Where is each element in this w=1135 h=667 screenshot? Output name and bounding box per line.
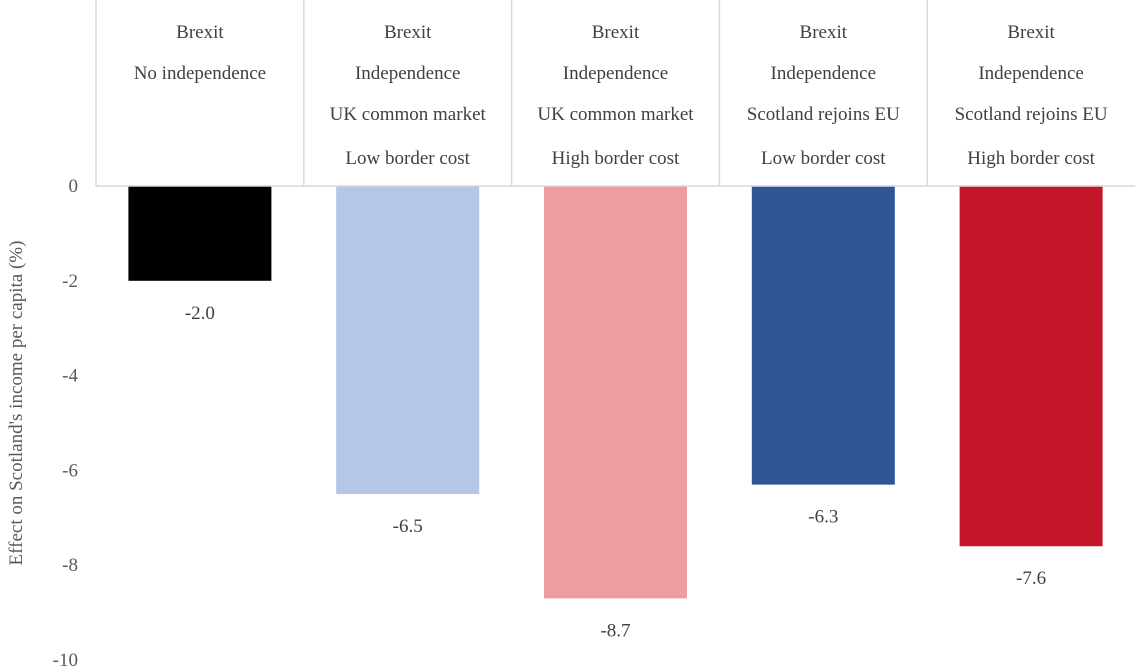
category-label-line: UK common market — [537, 104, 694, 125]
y-tick-label: -10 — [53, 650, 78, 667]
category-labels: Brexit No independence Brexit Independence U… — [134, 22, 1108, 169]
bar — [959, 186, 1103, 547]
category-label-line: Independence — [355, 63, 461, 84]
category-label-line: Brexit — [1007, 22, 1055, 43]
bar — [128, 186, 272, 281]
category-label-line: Scotland rejoins EU — [747, 104, 900, 125]
category-label-line: Brexit — [800, 22, 848, 43]
category-label-line: Independence — [771, 63, 877, 84]
category-label-line: No independence — [134, 63, 266, 84]
category-label-line: Brexit — [384, 22, 432, 43]
category-label-line: High border cost — [967, 148, 1095, 169]
category-label-line: Scotland rejoins EU — [955, 104, 1108, 125]
bar-value-label: -2.0 — [185, 303, 215, 324]
y-axis-label: Effect on Scotland's income per capita (… — [6, 241, 27, 566]
category-label-line: Low border cost — [345, 148, 470, 169]
bars — [128, 186, 1103, 599]
bar-value-label: -8.7 — [600, 620, 630, 641]
category-label-line: High border cost — [552, 148, 680, 169]
category-label-line: Brexit — [592, 22, 640, 43]
y-tick-label: -8 — [62, 555, 78, 576]
category-label-line: Low border cost — [761, 148, 886, 169]
category-dividers — [95, 0, 928, 186]
bar — [544, 186, 687, 599]
bar-value-label: -6.5 — [393, 516, 423, 537]
bar-value-label: -7.6 — [1016, 568, 1046, 589]
category-label-line: Independence — [978, 63, 1084, 84]
y-tick-label: 0 — [69, 176, 79, 197]
bar-value-label: -6.3 — [808, 507, 838, 528]
bar — [336, 186, 480, 495]
bar — [751, 186, 895, 485]
category-label-line: Independence — [563, 63, 669, 84]
category-label-line: Brexit — [176, 22, 224, 43]
bar-value-labels: -2.0 -6.5 -8.7 -6.3 -7.6 — [185, 303, 1046, 642]
y-tick-label: -6 — [62, 460, 78, 481]
category-label-line: UK common market — [330, 104, 487, 125]
y-tick-label: -2 — [62, 271, 78, 292]
y-tick-label: -4 — [62, 366, 78, 387]
y-axis-ticks: 0 -2 -4 -6 -8 -10 — [53, 176, 79, 667]
